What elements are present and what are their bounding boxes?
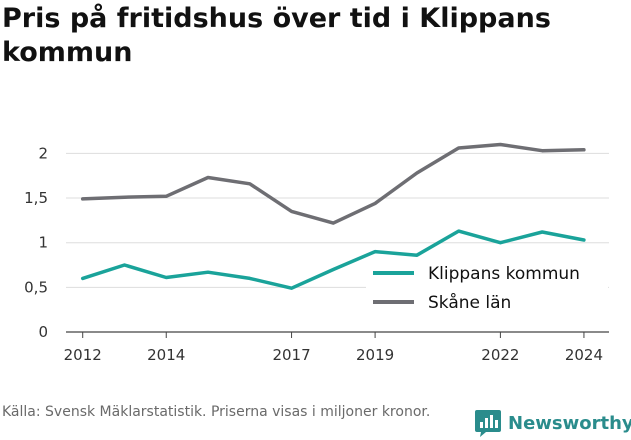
series-line-klippans-kommun <box>80 229 586 290</box>
x-tick-label: 2022 <box>481 346 519 364</box>
x-tick-label: 2019 <box>356 346 394 364</box>
newsworthy-logo-icon <box>475 410 501 437</box>
y-tick-label: 2 <box>38 144 48 162</box>
x-tick-label: 2014 <box>147 346 185 364</box>
line-chart: 0 0,5 1 1,5 2 2012 2014 2017 2019 2022 2024 Klipp… <box>24 142 609 364</box>
series-line-skane-lan <box>80 142 586 225</box>
legend-box <box>366 258 608 318</box>
chart-title: Pris på fritidshus över tid i Klippans k… <box>2 3 551 68</box>
brand-name: Newsworthy <box>508 412 631 434</box>
x-tick-label: 2012 <box>64 346 102 364</box>
y-tick-label: 1,5 <box>24 189 48 207</box>
y-axis-ticks: 0 0,5 1 1,5 2 <box>24 144 48 341</box>
x-tick-label: 2017 <box>272 346 310 364</box>
legend-label: Skåne län <box>428 292 511 313</box>
y-tick-label: 0,5 <box>24 278 48 296</box>
x-axis: 2012 2014 2017 2019 2022 2024 <box>64 332 603 364</box>
y-tick-label: 0 <box>38 323 48 341</box>
x-tick-label: 2024 <box>565 346 603 364</box>
legend: Klippans kommun Skåne län <box>366 258 608 318</box>
series-lines <box>80 142 586 290</box>
brand-logo[interactable]: Newsworthy <box>474 406 631 440</box>
y-tick-label: 1 <box>38 234 48 252</box>
source-note: Källa: Svensk Mäklarstatistik. Priserna … <box>2 404 431 420</box>
legend-label: Klippans kommun <box>428 264 580 284</box>
